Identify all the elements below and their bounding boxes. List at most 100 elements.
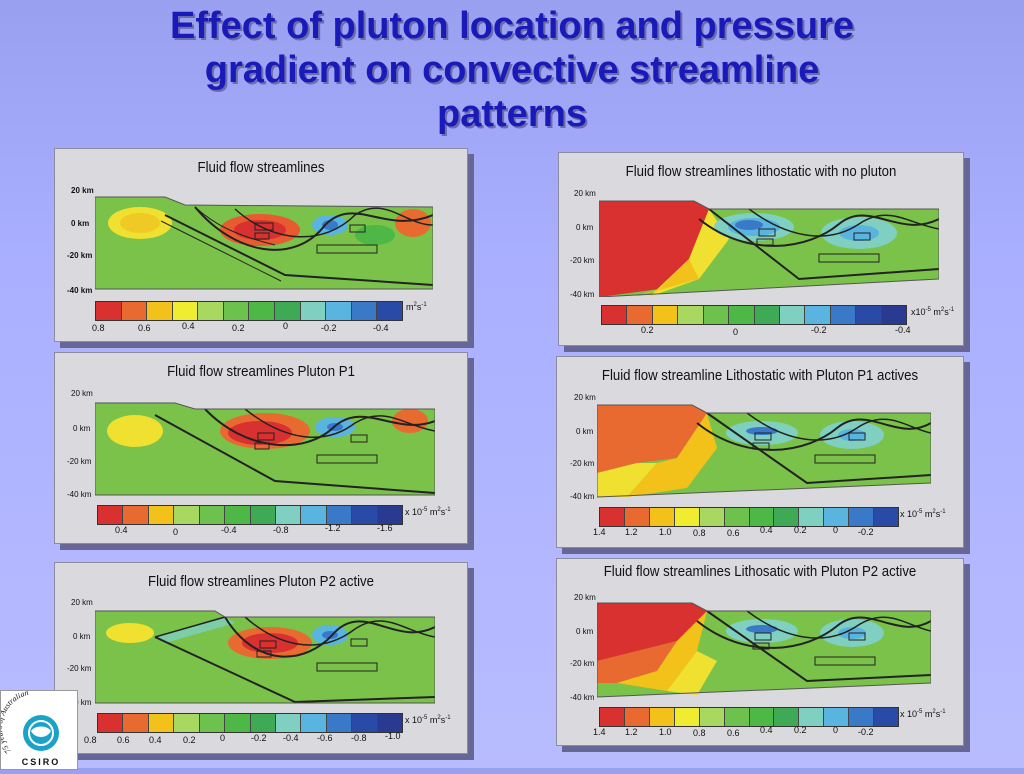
colorbar-tick: 0.8 bbox=[693, 528, 706, 538]
slide-title-line-1: Effect of pluton location and pressure bbox=[169, 5, 855, 47]
colorbar-tick: -0.4 bbox=[221, 525, 237, 535]
colorbar-tick: 0 bbox=[833, 525, 839, 535]
colorbar bbox=[601, 305, 907, 325]
colorbar-tick: 0.6 bbox=[727, 728, 740, 738]
km-label: 0 km bbox=[576, 427, 594, 436]
colorbar-tick: -0.2 bbox=[321, 323, 337, 333]
colorbar-tick: -1.2 bbox=[325, 523, 341, 533]
colorbar-tick: 1.4 bbox=[593, 727, 606, 737]
colorbar-tick: -0.8 bbox=[273, 525, 289, 535]
km-label: -20 km bbox=[570, 256, 595, 265]
colorbar-unit: x10-5 m2s-1 bbox=[911, 307, 955, 317]
km-label: -40 km bbox=[570, 693, 595, 702]
colorbar-tick: 0 bbox=[220, 733, 226, 743]
streamline-plot bbox=[95, 196, 433, 290]
colorbar-tick: 1.2 bbox=[625, 727, 638, 737]
colorbar-tick: 0.8 bbox=[84, 735, 97, 745]
panel-lithostatic-pluton-p2: Fluid flow streamlines Lithosatic with P… bbox=[556, 558, 964, 746]
km-label: 20 km bbox=[574, 393, 596, 402]
streamline-plot bbox=[95, 402, 435, 496]
colorbar-unit: x 10-5 m2s-1 bbox=[405, 715, 451, 725]
colorbar-unit: m2s-1 bbox=[406, 302, 427, 312]
km-label: -20 km bbox=[67, 251, 93, 260]
colorbar-tick: 0 bbox=[733, 327, 739, 337]
km-label: -20 km bbox=[570, 659, 595, 668]
colorbar-tick: -0.2 bbox=[858, 527, 874, 537]
km-label: -20 km bbox=[67, 664, 92, 673]
colorbar-tick: 0.8 bbox=[693, 728, 706, 738]
colorbar-tick: 0 bbox=[283, 321, 289, 331]
colorbar-tick: 0.6 bbox=[138, 323, 151, 333]
colorbar-tick: 0.4 bbox=[149, 735, 162, 745]
colorbar-tick: -0.4 bbox=[373, 323, 389, 333]
km-label: 20 km bbox=[71, 389, 93, 398]
km-label: 20 km bbox=[574, 189, 596, 198]
colorbar-unit: x 10-5 m2s-1 bbox=[900, 509, 946, 519]
panel-title: Fluid flow streamlines Lithosatic with P… bbox=[603, 563, 917, 580]
colorbar bbox=[599, 507, 899, 527]
km-label: 20 km bbox=[574, 593, 596, 602]
km-label: 0 km bbox=[71, 219, 90, 228]
km-label: -40 km bbox=[570, 492, 595, 501]
panel-lithostatic-pluton-p1: Fluid flow streamline Lithostatic with P… bbox=[556, 356, 964, 548]
logo-arc-text: 75 years of Australian bbox=[0, 688, 29, 756]
streamline-plot bbox=[597, 602, 931, 698]
panel-lithostatic-no-pluton: Fluid flow streamlines lithostatic with … bbox=[558, 152, 964, 346]
colorbar-tick: -0.4 bbox=[283, 733, 299, 743]
colorbar-tick: -1.0 bbox=[385, 731, 401, 741]
colorbar-tick: 0.2 bbox=[232, 323, 245, 333]
km-label: 0 km bbox=[73, 424, 91, 433]
slide-title-line-2: gradient on convective streamline bbox=[204, 49, 820, 91]
panel-fluid-flow-streamlines: Fluid flow streamlines 20 km 0 km -20 km… bbox=[54, 148, 468, 342]
panel-title: Fluid flow streamlines bbox=[197, 159, 325, 176]
km-label: -40 km bbox=[570, 290, 595, 299]
colorbar-tick: 0.2 bbox=[794, 525, 807, 535]
colorbar-tick: -0.2 bbox=[858, 727, 874, 737]
colorbar-tick: -0.2 bbox=[811, 325, 827, 335]
colorbar-tick: 0.2 bbox=[794, 725, 807, 735]
colorbar bbox=[97, 713, 403, 733]
km-label: 0 km bbox=[73, 632, 91, 641]
svg-text:75 years of Australian: 75 years of Australian bbox=[1, 691, 29, 756]
slide-title-line-3: patterns bbox=[437, 93, 587, 135]
panel-pluton-p1: Fluid flow streamlines Pluton P1 20 km 0… bbox=[54, 352, 468, 544]
colorbar-tick: -1.6 bbox=[377, 523, 393, 533]
streamline-plot bbox=[597, 404, 931, 498]
panel-pluton-p2-active: Fluid flow streamlines Pluton P2 active … bbox=[54, 562, 468, 754]
km-label: -40 km bbox=[67, 698, 92, 707]
streamline-plot bbox=[95, 610, 435, 704]
colorbar-tick: -0.8 bbox=[351, 733, 367, 743]
colorbar-tick: 0.6 bbox=[117, 735, 130, 745]
km-label: 0 km bbox=[576, 627, 594, 636]
colorbar-tick: 0.4 bbox=[760, 525, 773, 535]
colorbar-tick: 0.8 bbox=[92, 323, 105, 333]
panel-title: Fluid flow streamline Lithostatic with P… bbox=[601, 367, 919, 384]
km-label: -20 km bbox=[67, 457, 92, 466]
km-label: 20 km bbox=[71, 186, 94, 195]
colorbar bbox=[599, 707, 899, 727]
colorbar bbox=[95, 301, 403, 321]
colorbar-tick: 0.4 bbox=[115, 525, 128, 535]
colorbar-unit: x 10-5 m2s-1 bbox=[405, 507, 451, 517]
slide-title: Effect of pluton location and pressure g… bbox=[0, 4, 1024, 136]
streamline-plot bbox=[599, 200, 939, 297]
km-label: -40 km bbox=[67, 286, 93, 295]
csiro-logo-mark: 75 years of Australian CSIRO bbox=[0, 688, 61, 767]
colorbar-tick: 0.6 bbox=[727, 528, 740, 538]
panel-title: Fluid flow streamlines Pluton P1 bbox=[167, 363, 355, 380]
colorbar-tick: 0.4 bbox=[182, 321, 195, 331]
colorbar-tick: 1.4 bbox=[593, 527, 606, 537]
colorbar-tick: 0.2 bbox=[641, 325, 654, 335]
colorbar-tick: 0.2 bbox=[183, 735, 196, 745]
colorbar-tick: 0 bbox=[173, 527, 179, 537]
km-label: 0 km bbox=[576, 223, 594, 232]
csiro-logo: 75 years of Australian CSIRO bbox=[0, 688, 78, 770]
colorbar-tick: -0.4 bbox=[895, 325, 911, 335]
colorbar-tick: 1.0 bbox=[659, 727, 672, 737]
colorbar-tick: 1.0 bbox=[659, 527, 672, 537]
colorbar-tick: 1.2 bbox=[625, 527, 638, 537]
colorbar-tick: 0.4 bbox=[760, 725, 773, 735]
logo-name: CSIRO bbox=[22, 757, 61, 767]
km-label: 20 km bbox=[71, 598, 93, 607]
km-label: -40 km bbox=[67, 490, 92, 499]
